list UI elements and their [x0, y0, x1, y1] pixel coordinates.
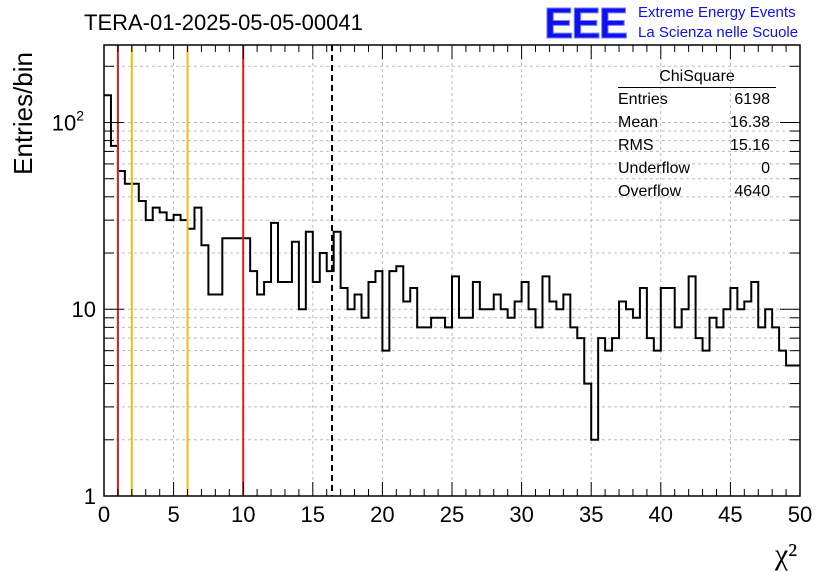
logo-tagline-1: Extreme Energy Events — [638, 4, 796, 21]
y-tick-label: 102 — [52, 107, 84, 135]
stats-title: ChiSquare — [618, 68, 776, 88]
tick-labels: 0 5 10 15 20 25 30 35 40 45 50 1 10 102 — [52, 107, 813, 527]
stats-label: Mean — [618, 114, 659, 131]
stats-row-entries: Entries 6198 — [612, 88, 778, 111]
x-tick-label: 10 — [231, 502, 255, 527]
stats-label: Underflow — [618, 160, 691, 177]
stats-value: 15.16 — [729, 137, 770, 154]
x-tick-label: 35 — [579, 502, 603, 527]
stats-label: Entries — [618, 91, 668, 108]
stats-label: Overflow — [618, 183, 682, 200]
stats-label: RMS — [618, 137, 654, 154]
x-tick-label: 20 — [370, 502, 394, 527]
stats-value: 0 — [761, 160, 770, 177]
x-tick-label: 5 — [167, 502, 179, 527]
axis-ticks — [103, 45, 801, 497]
stats-row-mean: Mean 16.38 — [612, 111, 778, 134]
stats-value: 4640 — [734, 183, 770, 200]
x-tick-label: 25 — [440, 502, 464, 527]
x-tick-label: 30 — [509, 502, 533, 527]
histogram-line — [104, 94, 800, 441]
stats-value: 6198 — [734, 91, 770, 108]
stats-box: ChiSquare Entries 6198 Mean 16.38 RMS 15.16… — [612, 68, 778, 203]
page-title: TERA-01-2025-05-05-00041 — [84, 10, 363, 35]
x-tick-label: 45 — [718, 502, 742, 527]
stats-row-rms: RMS 15.16 — [612, 134, 778, 157]
x-tick-label: 50 — [788, 502, 812, 527]
x-tick-label: 40 — [649, 502, 673, 527]
stats-value: 16.38 — [729, 114, 770, 131]
eee-logo: EEE — [543, 0, 628, 48]
x-axis-label-text: χ² — [774, 538, 797, 571]
y-axis-label: Entries/bin — [8, 52, 38, 175]
x-tick-label: 0 — [98, 502, 110, 527]
logo-tagline-2: La Scienza nelle Scuole — [638, 24, 799, 41]
stats-row-underflow: Underflow 0 — [612, 157, 778, 180]
reference-lines — [116, 45, 334, 496]
histogram — [104, 94, 800, 441]
y-tick-label: 10 — [72, 297, 96, 322]
x-axis-label: χ² — [774, 538, 797, 571]
x-tick-label: 15 — [301, 502, 325, 527]
stats-row-overflow: Overflow 4640 — [612, 180, 778, 203]
y-tick-label: 1 — [84, 484, 96, 509]
